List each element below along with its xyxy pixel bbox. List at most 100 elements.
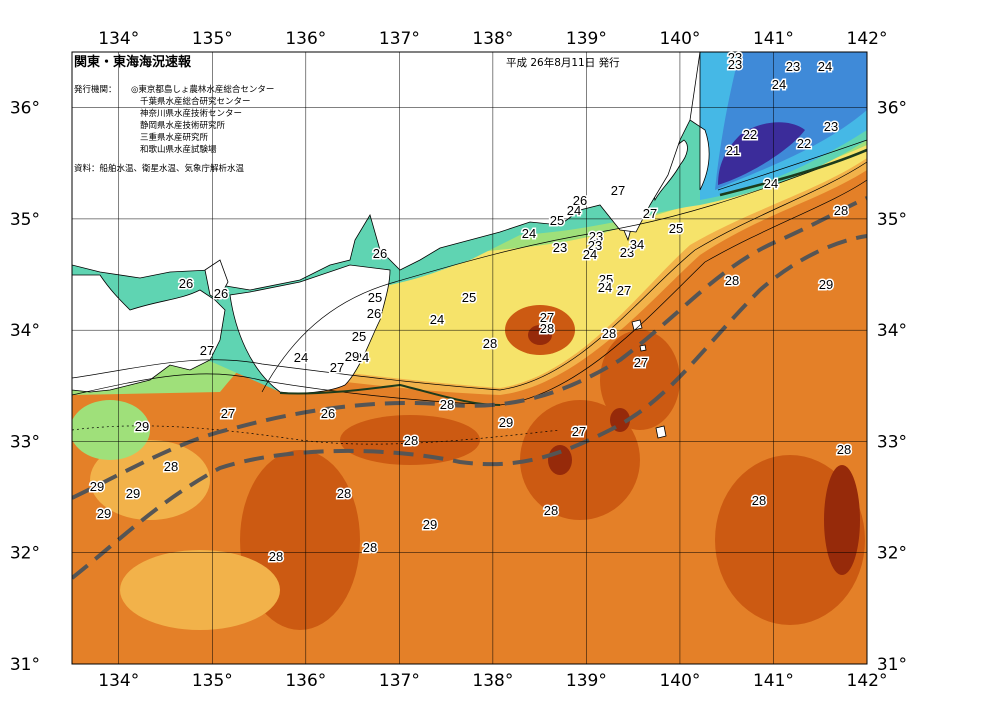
cool-patch-26-sw [72, 400, 150, 460]
map-title: 関東・東海海況速報 [74, 54, 192, 70]
isotherm-label: 28 [544, 503, 558, 518]
lon-tick-top-2: 136° [285, 29, 326, 49]
lat-tick-right-2: 33° [877, 432, 907, 452]
lat-tick-right-3: 34° [877, 321, 907, 341]
isotherm-label: 22 [743, 127, 757, 142]
isotherm-label: 27 [572, 424, 586, 439]
isotherm-label: 24 [522, 226, 536, 241]
plot-frame [71, 51, 868, 665]
lon-tick-top-4: 138° [472, 29, 513, 49]
isotherm-label: 29 [90, 479, 104, 494]
lat-tick-left-3: 34° [10, 321, 40, 341]
isotherm-label: 23 [824, 119, 838, 134]
lon-tick-top-3: 137° [379, 29, 420, 49]
isotherm-label: 23 [620, 245, 634, 260]
isotherm-label: 22 [797, 136, 811, 151]
isotherm-label: 23 [589, 229, 603, 244]
land-hachijo [655, 425, 667, 439]
isotherm-label: 24 [294, 350, 308, 365]
kuroshio-axis-south [72, 234, 867, 580]
land-oshima [631, 319, 643, 331]
data-sources: 資料：船舶水温、衛星水温、気象庁解析水温 [74, 163, 245, 174]
isotherm-label: 24 [764, 176, 778, 191]
lat-tick-right-0: 31° [877, 655, 907, 675]
lon-tick-bottom-0: 134° [98, 671, 139, 691]
isotherm-label: 24 [430, 312, 444, 327]
isotherm-label: 27 [634, 355, 648, 370]
isotherm-label: 29 [126, 486, 140, 501]
isotherm-label: 23 [588, 238, 602, 253]
issuer-2: 神奈川県水産技術センター [140, 108, 242, 119]
land-miyake [639, 344, 647, 352]
isotherm-lines [72, 139, 867, 445]
isotherm-label: 21 [726, 143, 740, 158]
isotherm-line-26 [72, 161, 867, 391]
lon-tick-bottom-5: 139° [566, 671, 607, 691]
lon-tick-top-1: 135° [192, 29, 233, 49]
cool-patch-27-b [90, 440, 210, 520]
isotherm-label: 26 [373, 246, 387, 261]
lon-tick-top-0: 134° [98, 29, 139, 49]
isotherm-label: 23 [728, 50, 742, 65]
coastal-front [719, 148, 867, 197]
lat-tick-left-4: 35° [10, 210, 40, 230]
kuroshio-axis-north [72, 196, 867, 500]
sst-band-21 [718, 122, 805, 185]
issuer-5: 和歌山県水産試験場 [140, 144, 217, 155]
cool-patch-27-a [120, 550, 280, 630]
isotherm-label: 27 [221, 406, 235, 421]
lon-tick-bottom-7: 141° [753, 671, 794, 691]
isotherm-label: 28 [363, 540, 377, 555]
lat-tick-right-5: 36° [877, 99, 907, 119]
isotherm-label: 29 [345, 349, 359, 364]
land-shikoku [72, 274, 226, 393]
lon-tick-bottom-3: 137° [379, 671, 420, 691]
lat-tick-left-1: 32° [10, 544, 40, 564]
header-block: 関東・東海海況速報 平成 26年8月11日 発行 発行機関： ◎東京都島しょ農林… [74, 54, 620, 174]
isotherm-label: 28 [837, 442, 851, 457]
lon-tick-bottom-6: 140° [659, 671, 700, 691]
lon-tick-bottom-1: 135° [192, 671, 233, 691]
isotherm-label: 24 [598, 280, 612, 295]
isotherm-label: 26 [573, 193, 587, 208]
isotherm-label: 28 [337, 486, 351, 501]
isotherm-label: 25 [669, 221, 683, 236]
isotherm-label: 29 [135, 419, 149, 434]
isotherm-label: 24 [583, 247, 597, 262]
isotherm-label: 26 [367, 306, 381, 321]
isotherm-label: 25 [368, 290, 382, 305]
isotherm-label: 25 [462, 290, 476, 305]
isotherm-label: 29 [499, 415, 513, 430]
isotherm-label: 25 [550, 213, 564, 228]
land-kii-peninsula [229, 264, 391, 394]
isotherm-label: 23 [786, 59, 800, 74]
lat-tick-left-0: 31° [10, 655, 40, 675]
isotherm-label: 23 [728, 57, 742, 72]
isotherm-label: 28 [834, 203, 848, 218]
isotherm-label: 28 [725, 273, 739, 288]
isotherm-line-25 [261, 149, 867, 393]
isotherm-label: 25 [599, 272, 613, 287]
isotherm-label: 25 [352, 329, 366, 344]
land-awaji [204, 259, 229, 301]
lon-tick-bottom-8: 142° [847, 671, 888, 691]
lon-tick-bottom-2: 136° [285, 671, 326, 691]
isotherm-line-24 [717, 139, 867, 191]
isotherm-line-28-dotted [72, 425, 561, 445]
lat-tick-right-4: 35° [877, 210, 907, 230]
lon-tick-top-6: 140° [659, 29, 700, 49]
isotherm-label: 29 [819, 277, 833, 292]
isotherm-label: 24 [567, 203, 581, 218]
isotherm-label: 28 [540, 321, 554, 336]
axis-labels: 134° 134° 135° 135° 136° 136° 137° 137° 138° 138°… [10, 29, 907, 691]
isotherm-label: 27 [330, 360, 344, 375]
lat-tick-left-5: 36° [10, 99, 40, 119]
graticule [72, 52, 867, 664]
isotherm-label: 27 [643, 206, 657, 221]
lat-tick-left-2: 33° [10, 432, 40, 452]
isotherm-label: 28 [440, 397, 454, 412]
isotherm-label: 28 [483, 336, 497, 351]
isotherm-label: 24 [818, 59, 832, 74]
